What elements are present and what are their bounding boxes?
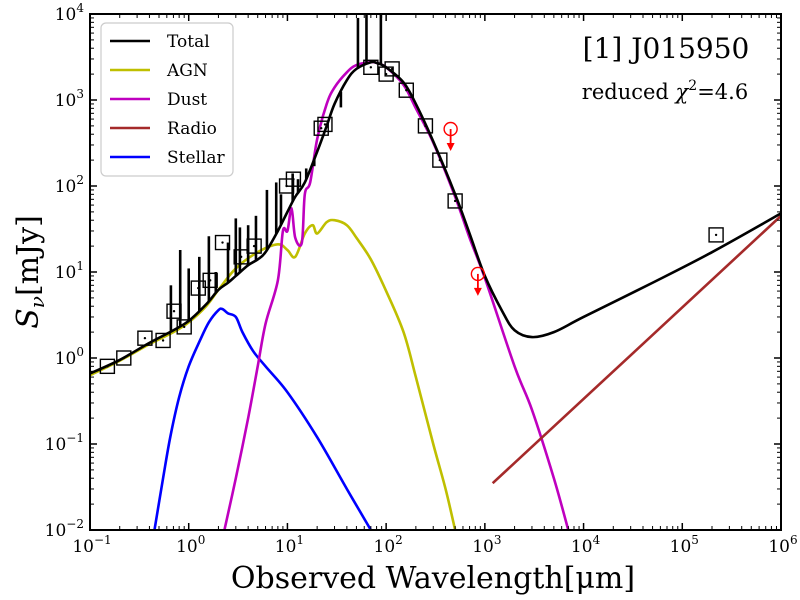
subtitle-prefix: reduced: [582, 80, 676, 104]
subtitle-symbol: χ: [674, 80, 690, 104]
legend-item-total: Total: [110, 32, 210, 52]
observed-point: [708, 227, 724, 243]
plot-frame: [89, 13, 782, 531]
y-axis-subscript: ν: [25, 296, 49, 308]
series-line-radio: [491, 214, 781, 485]
x-axis-unit: [μm]: [564, 561, 635, 596]
observed-point: [384, 61, 400, 77]
observed-point: [246, 238, 262, 254]
x-tick-label: 103: [472, 533, 501, 557]
x-axis-title: Observed Wavelength[μm]: [231, 561, 635, 596]
subtitle-value: =4.6: [697, 80, 748, 104]
x-tick-label: 106: [768, 533, 797, 557]
y-tick-label: 100: [55, 345, 84, 369]
y-tick-label: 101: [55, 259, 84, 283]
upper-limits: [443, 121, 486, 296]
observed-point: [317, 116, 333, 133]
x-tick-label: 100: [176, 533, 205, 557]
chart-title: [1] J015950: [583, 32, 750, 65]
series-layer: [90, 14, 781, 530]
x-tick-label: 101: [275, 533, 304, 557]
observed-point: [99, 358, 116, 375]
y-tick-label: 10−1: [45, 431, 84, 455]
observed-point: [137, 330, 153, 346]
y-tick-label: 103: [55, 87, 84, 111]
y-tick-label: 104: [55, 1, 85, 25]
chart-subtitle: reduced χ2=4.6: [582, 78, 748, 104]
subtitle-exponent: 2: [688, 78, 697, 94]
upper-limit-marker: [443, 121, 458, 152]
observed-point: [190, 280, 206, 296]
observed-point: [447, 193, 463, 209]
observed-point: [313, 120, 329, 136]
observed-point: [398, 82, 414, 98]
observed-point: [417, 118, 434, 134]
y-axis-unit: [mJy]: [11, 215, 46, 296]
legend-box: [100, 22, 234, 177]
y-tick-label: 10−2: [45, 517, 84, 541]
legend-item-stellar: Stellar: [110, 148, 226, 168]
legend-item-agn: AGN: [110, 61, 208, 81]
observed-point: [285, 171, 302, 187]
x-tick-label: 10−1: [72, 533, 111, 557]
legend-label: Stellar: [167, 148, 226, 168]
legend-label: Total: [167, 32, 210, 52]
series-line-total: [90, 60, 781, 375]
legend-label: Radio: [167, 119, 217, 139]
y-axis-symbol: S: [11, 308, 46, 329]
y-axis-title: Sν[mJy]: [11, 215, 49, 329]
observed-point: [432, 152, 448, 168]
observed-point: [116, 350, 132, 366]
legend-item-dust: Dust: [110, 90, 207, 110]
x-tick-label: 102: [374, 533, 403, 557]
observed-point: [166, 303, 182, 319]
observed-point: [202, 272, 218, 289]
observed-points: [99, 59, 724, 375]
observed-point: [176, 319, 192, 335]
x-tick-label: 105: [670, 533, 699, 557]
axis-ticks: 10−1 100 101 102 103 104 105 10610−210−11001011…: [45, 1, 798, 557]
observed-point: [214, 234, 231, 251]
legend-label: AGN: [166, 61, 208, 81]
legend-item-radio: Radio: [110, 119, 217, 139]
observed-point: [233, 249, 249, 265]
x-axis-label: Observed Wavelength: [231, 561, 564, 596]
y-tick-label: 102: [55, 173, 84, 197]
legend: Total AGN Dust Radio Stellar: [100, 22, 234, 177]
legend-label: Dust: [167, 90, 207, 110]
observed-point: [363, 59, 379, 76]
observed-point: [155, 332, 171, 349]
x-tick-label: 104: [571, 533, 601, 557]
series-line-stellar: [153, 307, 372, 530]
upper-limit-marker: [470, 266, 486, 296]
